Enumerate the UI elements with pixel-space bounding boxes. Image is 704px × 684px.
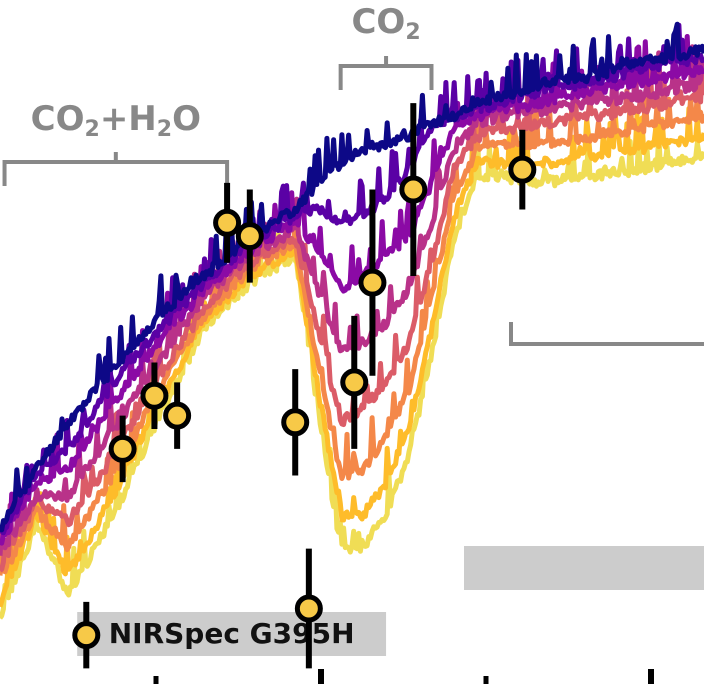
observed-data-point bbox=[358, 268, 387, 297]
bracket-label-co2-h2o: CO2+H2O bbox=[31, 99, 201, 142]
bracket-co2 bbox=[338, 56, 434, 90]
observed-data-point bbox=[140, 381, 169, 410]
instrument-band-label: NIRSpec G395H bbox=[109, 617, 355, 650]
observed-data-point bbox=[163, 401, 192, 430]
observed-data-point bbox=[340, 368, 369, 397]
observed-data-point bbox=[294, 594, 323, 623]
secondary-data-point bbox=[508, 155, 537, 184]
model-spectrum-line bbox=[0, 21, 704, 533]
bracket-offpage bbox=[509, 322, 704, 346]
observed-data bbox=[72, 103, 537, 669]
band-brackets: CO2+H2O CO2 bbox=[2, 2, 704, 346]
x-axis-ticks bbox=[153, 669, 654, 684]
bracket-label-co2: CO2 bbox=[351, 2, 420, 45]
instrument-bands: NIRSpec G395H bbox=[77, 546, 704, 656]
observed-data-point bbox=[108, 434, 137, 463]
observed-data-point bbox=[399, 175, 428, 204]
instrument-band-nirspec-g395h bbox=[77, 612, 387, 656]
observed-data-point bbox=[72, 621, 101, 650]
observed-data-point bbox=[213, 208, 242, 237]
observed-data-point bbox=[281, 408, 310, 437]
instrument-band-offpage bbox=[464, 546, 704, 590]
observed-data-point bbox=[235, 222, 264, 251]
bracket-co2-h2o bbox=[2, 152, 230, 186]
model-spectrum-line bbox=[0, 34, 704, 546]
